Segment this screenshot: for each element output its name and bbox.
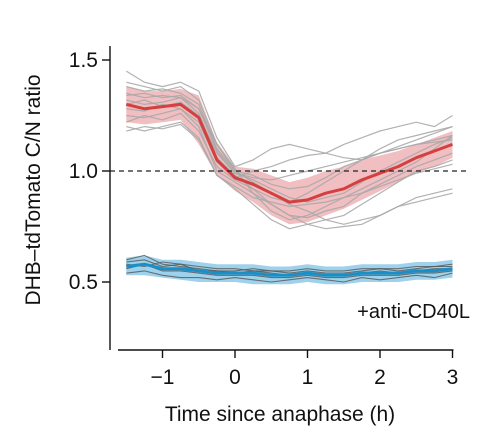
treated-trace-2 bbox=[126, 270, 453, 283]
x-tick-label: 0 bbox=[229, 366, 241, 389]
treated-mean-line bbox=[126, 262, 453, 277]
y-tick-label: 0.5 bbox=[69, 271, 98, 294]
x-tick-label: 3 bbox=[447, 366, 459, 389]
control-trace-11 bbox=[126, 123, 453, 208]
x-tick-label: 1 bbox=[302, 366, 314, 389]
axes: −1 0 1 2 3 0.5 1.0 1.5 bbox=[69, 46, 459, 389]
treated-confidence-band bbox=[126, 255, 453, 285]
control-trace-8 bbox=[126, 97, 453, 230]
x-ticks: −1 0 1 2 3 bbox=[151, 350, 459, 389]
treatment-annotation: +anti-CD40L bbox=[357, 301, 470, 323]
x-tick-label: 2 bbox=[374, 366, 386, 389]
individual-traces bbox=[125, 70, 453, 283]
treated-trace-4 bbox=[126, 263, 453, 279]
control-trace-12 bbox=[126, 92, 453, 181]
confidence-bands bbox=[126, 86, 453, 285]
x-tick-label: −1 bbox=[151, 366, 175, 389]
y-tick-label: 1.5 bbox=[69, 49, 98, 72]
mean-lines bbox=[125, 102, 454, 277]
y-tick-label: 1.0 bbox=[69, 160, 98, 183]
x-axis-label: Time since anaphase (h) bbox=[165, 403, 395, 426]
plot-area bbox=[110, 70, 470, 285]
y-ticks: 0.5 1.0 1.5 bbox=[69, 49, 110, 294]
y-axis-label: DHB–tdTomato C/N ratio bbox=[22, 74, 45, 305]
control-trace-5 bbox=[126, 99, 453, 203]
control-mean-line bbox=[125, 102, 454, 204]
control-trace-3 bbox=[125, 70, 453, 168]
control-trace-4 bbox=[126, 121, 453, 230]
treated-trace-1 bbox=[126, 254, 453, 274]
